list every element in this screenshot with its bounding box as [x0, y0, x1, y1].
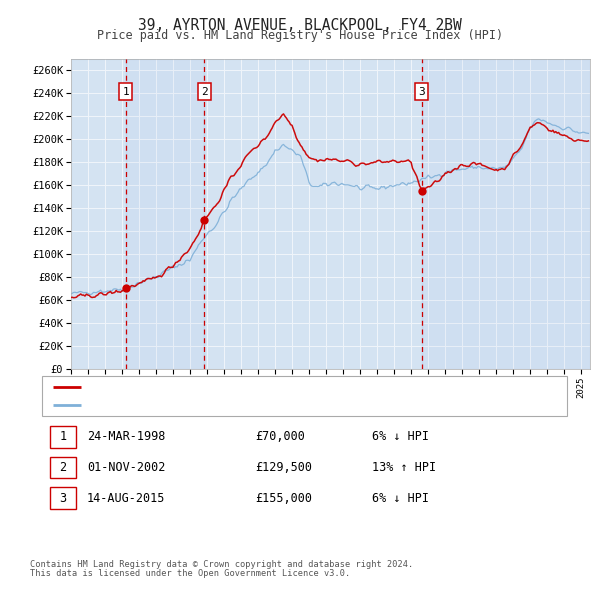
Text: 1: 1	[59, 430, 67, 443]
Text: £70,000: £70,000	[255, 430, 305, 443]
Text: Contains HM Land Registry data © Crown copyright and database right 2024.: Contains HM Land Registry data © Crown c…	[30, 559, 413, 569]
Text: 01-NOV-2002: 01-NOV-2002	[87, 461, 166, 474]
Text: £129,500: £129,500	[255, 461, 312, 474]
Text: 1: 1	[122, 87, 129, 97]
Text: Price paid vs. HM Land Registry's House Price Index (HPI): Price paid vs. HM Land Registry's House …	[97, 30, 503, 42]
Text: 24-MAR-1998: 24-MAR-1998	[87, 430, 166, 443]
Text: 6% ↓ HPI: 6% ↓ HPI	[372, 430, 429, 443]
Text: £155,000: £155,000	[255, 491, 312, 504]
Bar	[126, 59, 204, 369]
Text: 14-AUG-2015: 14-AUG-2015	[87, 491, 166, 504]
Text: 13% ↑ HPI: 13% ↑ HPI	[372, 461, 436, 474]
Text: 3: 3	[59, 491, 67, 504]
Bar	[422, 59, 590, 369]
Bar	[71, 59, 126, 369]
Text: HPI: Average price, detached house, Blackpool: HPI: Average price, detached house, Blac…	[88, 400, 370, 410]
Text: 39, AYRTON AVENUE, BLACKPOOL, FY4 2BW: 39, AYRTON AVENUE, BLACKPOOL, FY4 2BW	[138, 18, 462, 32]
Text: This data is licensed under the Open Government Licence v3.0.: This data is licensed under the Open Gov…	[30, 569, 350, 578]
Text: 39, AYRTON AVENUE, BLACKPOOL, FY4 2BW (detached house): 39, AYRTON AVENUE, BLACKPOOL, FY4 2BW (d…	[88, 382, 426, 392]
Bar	[204, 59, 422, 369]
Text: 2: 2	[200, 87, 208, 97]
Text: 2: 2	[59, 461, 67, 474]
Text: 6% ↓ HPI: 6% ↓ HPI	[372, 491, 429, 504]
Text: 3: 3	[418, 87, 425, 97]
